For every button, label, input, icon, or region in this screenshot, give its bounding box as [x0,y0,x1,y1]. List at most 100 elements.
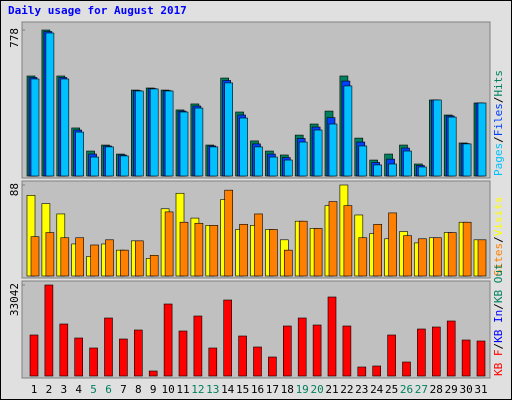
bar [328,201,338,277]
bar [431,326,441,377]
bar [45,32,55,177]
x-tick-label: 2 [46,383,53,396]
legend-entry: KB In [492,310,505,343]
bar [119,338,128,377]
x-tick-label: 15 [236,383,249,396]
bar [297,317,307,377]
bar [75,131,84,177]
x-tick-label: 31 [474,383,487,396]
bar [224,82,233,177]
x-tick-label: 1 [31,383,38,396]
x-tick-label: 29 [445,383,458,396]
bar [373,223,383,277]
bar [388,163,397,177]
x-tick-label: 28 [430,383,443,396]
bar [343,85,353,177]
legend: KB F/KB In/KB Out [492,263,505,376]
bar [75,237,84,277]
bar [447,232,457,277]
bar [239,117,248,177]
legend-entry: Sites [492,243,505,276]
bar [90,244,99,277]
bar [74,337,83,377]
bar [418,166,427,177]
x-tick-label: 12 [191,383,204,396]
bar [209,146,219,177]
x-tick-label: 22 [340,383,353,396]
bar [164,211,174,277]
bar [298,141,308,177]
x-tick-label: 21 [325,383,338,396]
bar [432,99,442,177]
legend-separator: / [492,97,505,104]
bar [193,315,203,377]
bar [194,107,204,177]
legend-entry: Pages [492,143,505,176]
bar [178,330,188,377]
bar [432,237,442,277]
x-tick-label: 25 [385,383,398,396]
bar [461,339,471,377]
legend-entry: KB Out [492,263,505,303]
bar [179,111,189,177]
bar [313,228,323,277]
bar [59,323,69,377]
bar [120,155,129,177]
x-tick-label: 8 [135,383,142,396]
bar [403,150,412,177]
bar [268,356,277,377]
bar [343,205,353,277]
bar [163,303,173,377]
bar [462,143,472,177]
bar [387,334,396,377]
bar [135,90,144,177]
bar [462,221,472,277]
bar [224,189,233,277]
x-tick-label: 19 [296,383,309,396]
bar [372,365,382,377]
bar [342,325,352,377]
bar [60,78,70,177]
legend: Pages/Files/Hits [492,70,505,176]
x-tick-label: 16 [251,383,264,396]
bar [402,361,411,377]
bar [135,240,144,277]
legend-separator: / [492,303,505,310]
y-tick-label: 778 [8,28,21,48]
legend-separator: / [492,136,505,143]
bar [417,328,426,377]
bar [45,232,55,277]
x-tick-label: 4 [75,383,82,396]
bar [358,237,368,277]
legend-entry: KB F [492,350,505,377]
x-tick-label: 27 [415,383,428,396]
bar [388,212,397,277]
bar [89,347,98,377]
x-tick-label: 14 [221,383,235,396]
bar [209,225,219,277]
bar [239,223,248,277]
bar [298,220,308,277]
bar [358,145,368,177]
bar [282,325,292,377]
y-tick-label: 33042 [8,283,21,316]
x-tick-label: 26 [400,383,413,396]
legend: Sites/Visits [492,197,505,277]
bar [60,237,70,277]
y-tick-label: 88 [8,183,21,196]
x-tick-label: 11 [176,383,189,396]
legend-separator: / [492,343,505,350]
x-tick-label: 13 [206,383,219,396]
bar [269,156,278,177]
bar [105,239,114,277]
bar [328,123,338,177]
bar [477,102,487,177]
bar [254,213,263,277]
bar [149,255,159,277]
bar [179,221,189,277]
bar [357,366,367,377]
bar [30,236,40,277]
bar [120,249,129,277]
bar [477,239,487,277]
